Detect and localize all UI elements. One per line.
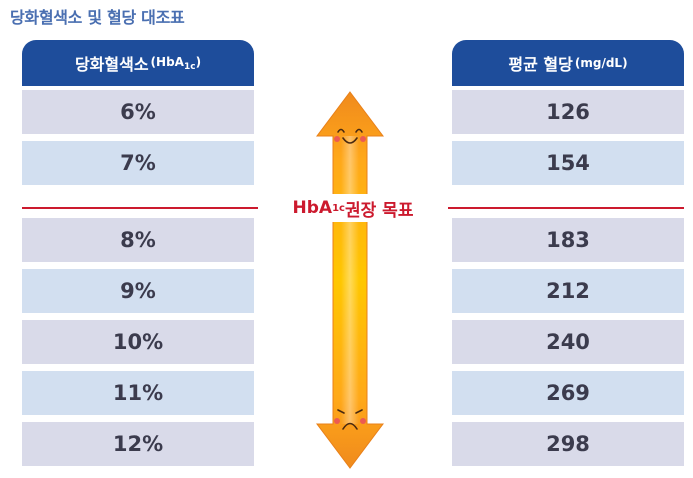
glucose-cell: 240 <box>452 320 684 364</box>
hba1c-header-label: 당화혈색소 <box>74 55 149 74</box>
hba1c-column: 당화혈색소 (HbA1c) 6% 7% 8% 9% 10% 11% 12% <box>22 40 254 466</box>
sad-face-icon <box>331 404 369 434</box>
glucose-cell: 183 <box>452 218 684 262</box>
hba1c-header-unit: (HbA1c) <box>150 54 202 72</box>
hba1c-header: 당화혈색소 (HbA1c) <box>22 40 254 86</box>
glucose-column: 평균 혈당 (mg/dL) 126 154 183 212 240 269 29… <box>452 40 684 466</box>
hba1c-cell: 8% <box>22 218 254 262</box>
hba1c-cell: 10% <box>22 320 254 364</box>
glucose-header-label: 평균 혈당 <box>508 55 573 74</box>
glucose-cell: 269 <box>452 371 684 415</box>
target-label: HbA 1c 권장 목표 <box>258 194 448 222</box>
glucose-header: 평균 혈당 (mg/dL) <box>452 40 684 86</box>
glucose-cell: 298 <box>452 422 684 466</box>
hba1c-cell: 12% <box>22 422 254 466</box>
smiling-face-icon <box>331 122 369 152</box>
hba1c-cell: 7% <box>22 141 254 185</box>
hba1c-cell: 11% <box>22 371 254 415</box>
hba1c-cell: 9% <box>22 269 254 313</box>
glucose-cell: 154 <box>452 141 684 185</box>
hba1c-cell: 6% <box>22 90 254 134</box>
glucose-header-unit: (mg/dL) <box>574 56 628 70</box>
glucose-cell: 212 <box>452 269 684 313</box>
page-title: 당화혈색소 및 혈당 대조표 <box>10 8 185 27</box>
glucose-cell: 126 <box>452 90 684 134</box>
